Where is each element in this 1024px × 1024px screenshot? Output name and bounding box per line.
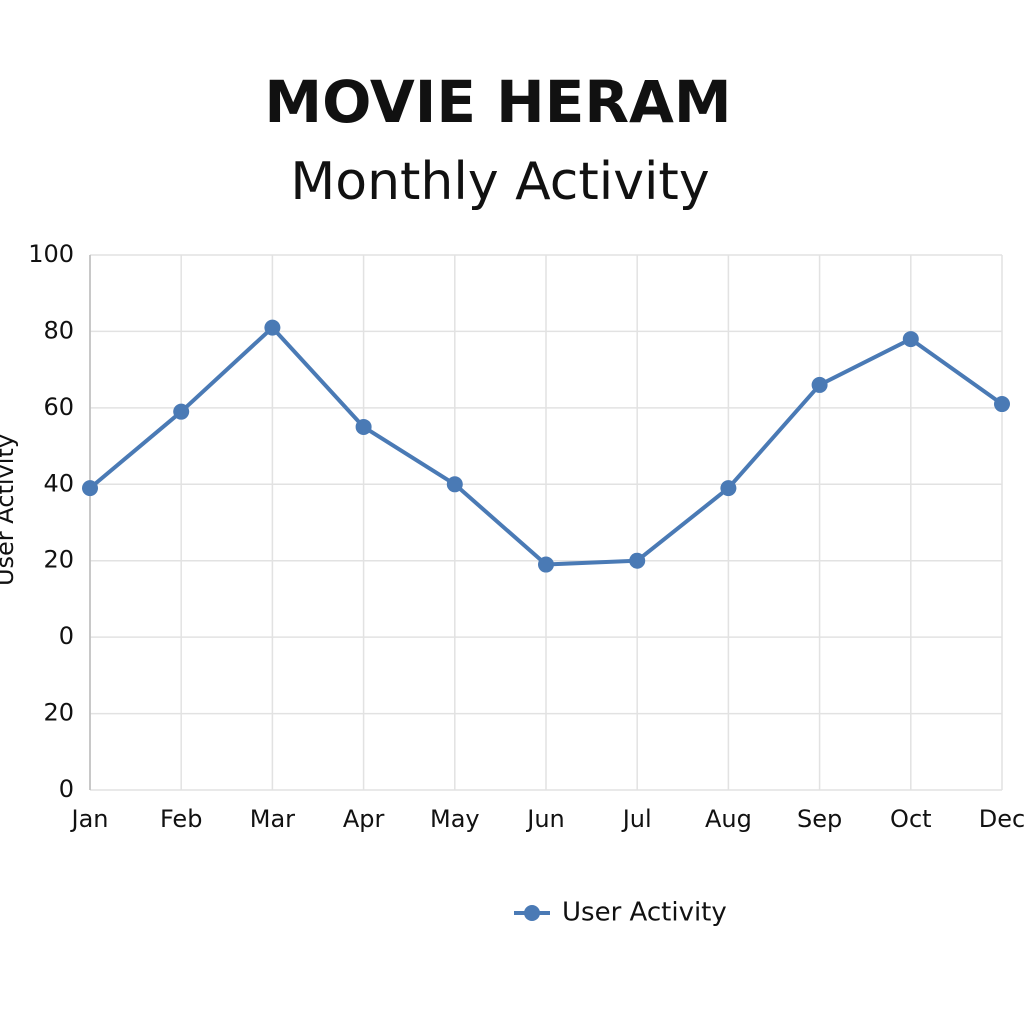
y-tick-label: 20 [43, 699, 74, 727]
x-tick-label: Mar [250, 805, 295, 833]
y-tick-label: 0 [59, 622, 74, 650]
y-tick-label: 100 [28, 240, 74, 268]
x-tick-label: Dec [979, 805, 1024, 833]
y-tick-label: 0 [59, 775, 74, 803]
point [173, 403, 190, 420]
legend-marker [524, 905, 540, 921]
x-tick-label: Jun [525, 805, 565, 833]
x-tick-label: Apr [343, 805, 385, 833]
chart-title: MOVIE HERAM [264, 68, 731, 136]
point [629, 552, 646, 569]
y-axis-label: User Activity [0, 434, 19, 586]
point [82, 480, 98, 497]
y-tick-label: 20 [43, 546, 74, 574]
point [811, 376, 828, 393]
point [355, 418, 372, 435]
point [902, 331, 919, 348]
x-tick-label: Sep [797, 805, 842, 833]
x-tick-label: May [430, 805, 480, 833]
x-tick-label: Aug [705, 805, 752, 833]
x-tick-label: Feb [160, 805, 203, 833]
point [994, 396, 1010, 413]
point [264, 319, 281, 336]
y-tick-label: 80 [43, 316, 74, 344]
chart-subtitle: Monthly Activity [290, 152, 709, 212]
legend-label: User Activity [562, 898, 727, 928]
y-tick-label: 60 [43, 393, 74, 421]
x-tick-label: Oct [890, 805, 932, 833]
x-tick-label: Jan [70, 805, 109, 833]
y-tick-label: 40 [43, 469, 74, 497]
x-tick-label: Jul [621, 805, 652, 833]
point [446, 476, 463, 493]
point [538, 556, 554, 573]
point [720, 480, 737, 497]
